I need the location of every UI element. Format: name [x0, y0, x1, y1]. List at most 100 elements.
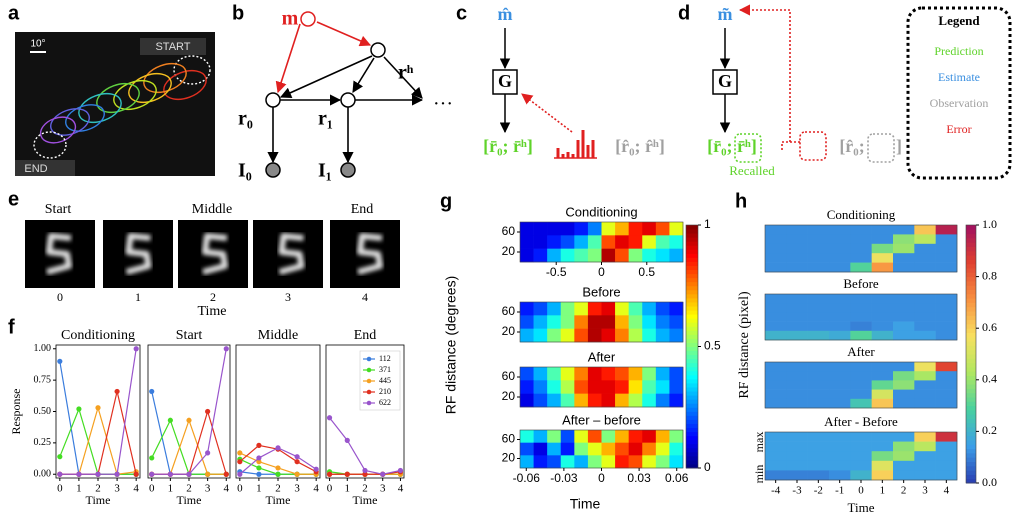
heatmap-cell — [561, 367, 575, 381]
colorbar-segment — [966, 427, 976, 432]
heatmap-cell — [829, 312, 851, 322]
error-box — [800, 132, 826, 160]
heatmap-cell — [893, 470, 915, 480]
series-line — [60, 408, 136, 475]
heatmap-cell — [786, 253, 808, 263]
heatmap-cell — [786, 442, 808, 452]
series-line — [60, 409, 136, 474]
heatmap-cell — [629, 302, 643, 316]
heatmap-cell — [574, 430, 588, 443]
panel-b: m rʰ r₀ r₁ … I₀ I₁ — [238, 8, 453, 182]
heatmap-cell — [808, 432, 830, 442]
colorbar-segment — [966, 238, 976, 243]
heatmap-cell — [574, 394, 588, 408]
heatmap-cell — [547, 380, 561, 394]
y-extreme-label: min — [752, 465, 766, 484]
chart-title: Conditioning — [61, 328, 135, 343]
x-tick-label: 0 — [149, 483, 155, 495]
colorbar-segment — [686, 326, 698, 331]
heatmap-cell — [642, 394, 656, 408]
heatmap-cell — [829, 371, 851, 381]
heatmap-cell — [808, 263, 830, 273]
colorbar-segment — [966, 298, 976, 303]
y-tick-label: 1.00 — [34, 343, 52, 354]
heatmap-cell — [615, 394, 629, 408]
y-tick-label: 60 — [502, 304, 516, 318]
heatmap-cell — [615, 329, 629, 343]
colorbar-segment — [966, 251, 976, 256]
heatmap-cell — [829, 263, 851, 273]
heatmap-cell — [642, 315, 656, 329]
heatmap-cell — [656, 430, 670, 443]
colorbar-segment — [686, 460, 698, 465]
heatmap-cell — [615, 380, 629, 394]
chart-title: Conditioning — [827, 207, 896, 222]
heatmap-cell — [520, 302, 534, 316]
heatmap-cell — [914, 234, 936, 244]
observation-label: [r̂₀; — [839, 136, 864, 156]
heatmap-cell — [872, 362, 894, 372]
heatmap-cell — [829, 303, 851, 313]
y-tick-label: 20 — [502, 389, 516, 403]
heatmap-cell — [574, 329, 588, 343]
legend-item: Estimate — [938, 70, 980, 84]
data-point — [275, 465, 280, 470]
heatmap-cell — [914, 322, 936, 332]
heatmap-cell — [520, 367, 534, 381]
stage-label: Middle — [192, 202, 232, 217]
heatmap-cell — [602, 302, 616, 316]
heatmap-cell — [534, 235, 548, 249]
colorbar-segment — [686, 342, 698, 347]
heatmap-cell — [547, 443, 561, 456]
x-tick-label: -2 — [814, 485, 823, 497]
heatmap-cell — [872, 322, 894, 332]
heatmap-cell — [829, 470, 851, 480]
heatmap: Conditioning — [765, 207, 957, 272]
heatmap-cell — [534, 443, 548, 456]
heatmap-cell — [786, 312, 808, 322]
heatmap-cell — [808, 312, 830, 322]
colorbar-segment — [966, 466, 976, 471]
x-tick-label: 0 — [858, 485, 864, 497]
colorbar-segment — [966, 388, 976, 393]
x-tick-label: 0.06 — [665, 471, 689, 485]
heatmap-cell — [588, 367, 602, 381]
y-tick-label: 60 — [502, 369, 516, 383]
x-tick-label: 4 — [944, 485, 950, 497]
colorbar-segment — [966, 302, 976, 307]
heatmap-cell — [656, 455, 670, 468]
data-point — [149, 472, 154, 477]
data-point — [224, 346, 229, 351]
heatmap: After — [765, 344, 957, 408]
colorbar-segment — [686, 452, 698, 457]
colorbar-segment — [686, 225, 698, 230]
heatmap-cell — [765, 331, 787, 341]
heatmap-cell — [786, 244, 808, 254]
colorbar-segment — [966, 268, 976, 273]
heatmap-cell — [642, 443, 656, 456]
x-tick-label: 3 — [114, 483, 120, 495]
heatmap-cell — [574, 315, 588, 329]
heatmap-cell — [850, 263, 872, 273]
start-label: START — [155, 41, 190, 53]
heatmap-cell — [574, 443, 588, 456]
heatmap-cell — [561, 235, 575, 249]
data-point — [114, 389, 119, 394]
data-point — [380, 472, 385, 477]
heatmap-cell — [520, 430, 534, 443]
data-point — [256, 455, 261, 460]
data-point — [398, 468, 403, 473]
generator-label: G — [498, 71, 512, 91]
heatmap-cell — [656, 302, 670, 316]
heatmap-cell — [850, 399, 872, 409]
chart-title: Before — [582, 284, 620, 299]
heatmap: Conditioning2060-0.500.5 — [502, 204, 684, 279]
heatmap-cell — [629, 394, 643, 408]
legend-title: Legend — [938, 13, 980, 28]
data-point — [345, 438, 350, 443]
plot-frame — [148, 345, 230, 478]
heatmap-cell — [656, 329, 670, 343]
heatmap-cell — [786, 234, 808, 244]
chart-title: After — [588, 349, 616, 364]
heatmap-cell — [786, 294, 808, 304]
